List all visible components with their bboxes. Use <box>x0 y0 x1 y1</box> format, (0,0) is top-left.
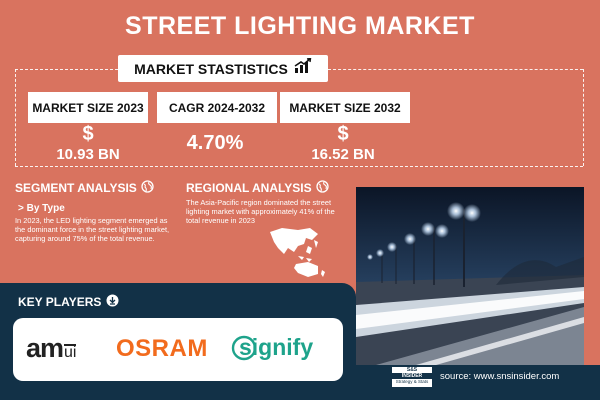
key-players-logos: am ui OSRAM signify <box>13 318 343 381</box>
market-statistics-label: MARKET STASTISTICS <box>134 60 288 77</box>
frame-line <box>583 69 584 166</box>
stat-card-label: MARKET SIZE 2023 <box>32 100 144 115</box>
stat-amount: 16.52 BN <box>311 146 375 163</box>
stat-amount: 10.93 BN <box>56 146 120 163</box>
stat-card-label: MARKET SIZE 2032 <box>289 100 401 115</box>
globe-icon <box>315 180 329 196</box>
street-lighting-photo <box>356 187 584 365</box>
regional-analysis-label: REGIONAL ANALYSIS <box>186 181 312 195</box>
frame-line <box>15 166 583 167</box>
frame-line <box>328 69 583 70</box>
key-players-label: KEY PLAYERS <box>18 295 102 309</box>
stat-card-label: CAGR 2024-2032 <box>168 100 266 115</box>
key-players-title: KEY PLAYERS <box>18 294 119 310</box>
segment-analysis-title: SEGMENT ANALYSIS <box>15 180 154 196</box>
ams-logo: am ui <box>26 333 77 363</box>
chart-growth-icon <box>294 57 312 79</box>
segment-subtitle: > By Type <box>18 203 65 214</box>
regional-analysis-title: REGIONAL ANALYSIS <box>186 180 329 196</box>
sns-insider-logo: S&S INSIDER Strategy & Stats <box>391 366 433 388</box>
frame-line <box>15 69 118 70</box>
download-circle-icon <box>106 294 119 310</box>
regional-analysis-text: The Asia-Pacific region dominated the st… <box>186 198 335 225</box>
page-title: STREET LIGHTING MARKET <box>125 12 475 40</box>
signify-logo: signify <box>231 334 313 361</box>
globe-icon <box>141 180 154 196</box>
asia-pacific-map-icon <box>268 226 328 278</box>
segment-analysis-label: SEGMENT ANALYSIS <box>15 181 137 195</box>
dollar-icon: $ <box>337 123 349 145</box>
stat-amount: 4.70% <box>186 132 244 154</box>
stat-card-market-size-2023: MARKET SIZE 2023 <box>28 92 148 123</box>
source-text: source: www.snsinsider.com <box>440 371 560 382</box>
dollar-icon: $ <box>82 123 94 145</box>
signify-mark-icon <box>231 335 257 360</box>
stat-card-cagr: CAGR 2024-2032 <box>157 92 277 123</box>
stat-value-2023: $ 10.93 BN <box>40 123 136 163</box>
frame-line <box>15 69 16 166</box>
market-statistics-header: MARKET STASTISTICS <box>118 55 328 82</box>
segment-analysis-text: In 2023, the LED lighting segment emerge… <box>15 216 170 243</box>
stat-card-market-size-2032: MARKET SIZE 2032 <box>280 92 410 123</box>
osram-logo: OSRAM <box>116 335 208 362</box>
stat-value-cagr: 4.70% <box>165 132 265 155</box>
stat-value-2032: $ 16.52 BN <box>295 123 391 163</box>
